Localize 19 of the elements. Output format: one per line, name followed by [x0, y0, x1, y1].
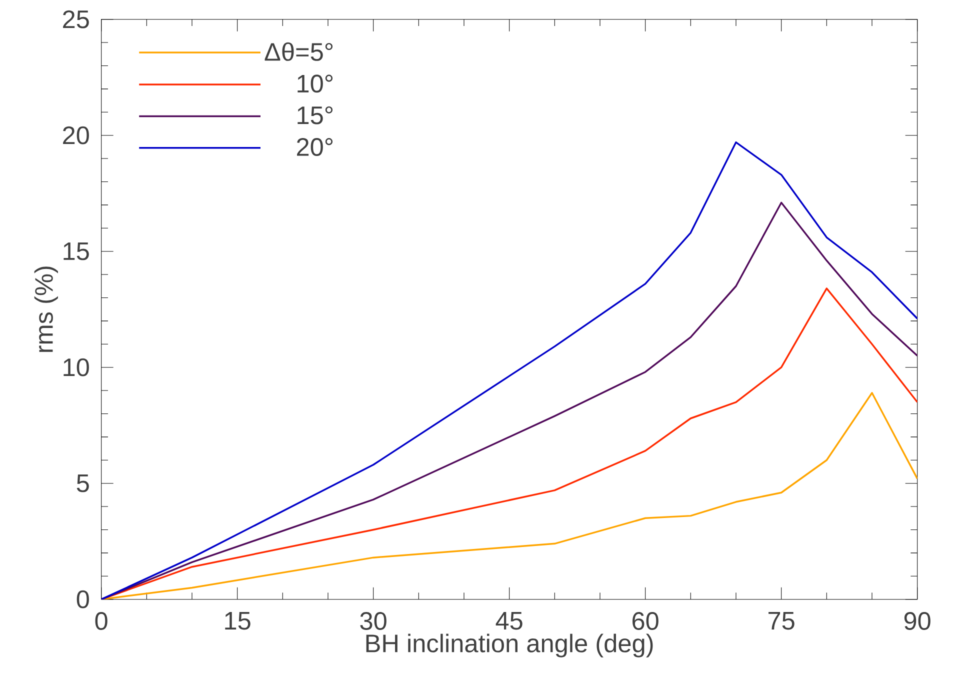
y-tick-label: 25	[63, 10, 89, 28]
x-tick-label: 0	[95, 612, 108, 630]
y-tick-label: 20	[63, 126, 89, 144]
y-tick-label: 10	[64, 358, 89, 376]
legend-label: 20°	[297, 138, 333, 156]
x-tick-label: 45	[496, 612, 522, 630]
y-tick-label: 15	[64, 242, 89, 260]
x-axis-title: BH inclination angle (deg)	[366, 634, 653, 658]
x-tick-label: 30	[360, 612, 386, 630]
legend-label: Δθ=5°	[264, 42, 333, 61]
x-tick-label: 75	[768, 612, 794, 630]
x-tick-label: 60	[632, 612, 658, 630]
legend-label: 10°	[298, 74, 333, 93]
y-axis-title: rms (%)	[34, 266, 58, 352]
y-tick-label: 0	[76, 590, 89, 608]
y-tick-label: 5	[76, 474, 89, 492]
x-tick-label: 15	[225, 612, 250, 630]
legend-label: 15°	[298, 106, 333, 124]
x-tick-label: 90	[904, 612, 930, 630]
